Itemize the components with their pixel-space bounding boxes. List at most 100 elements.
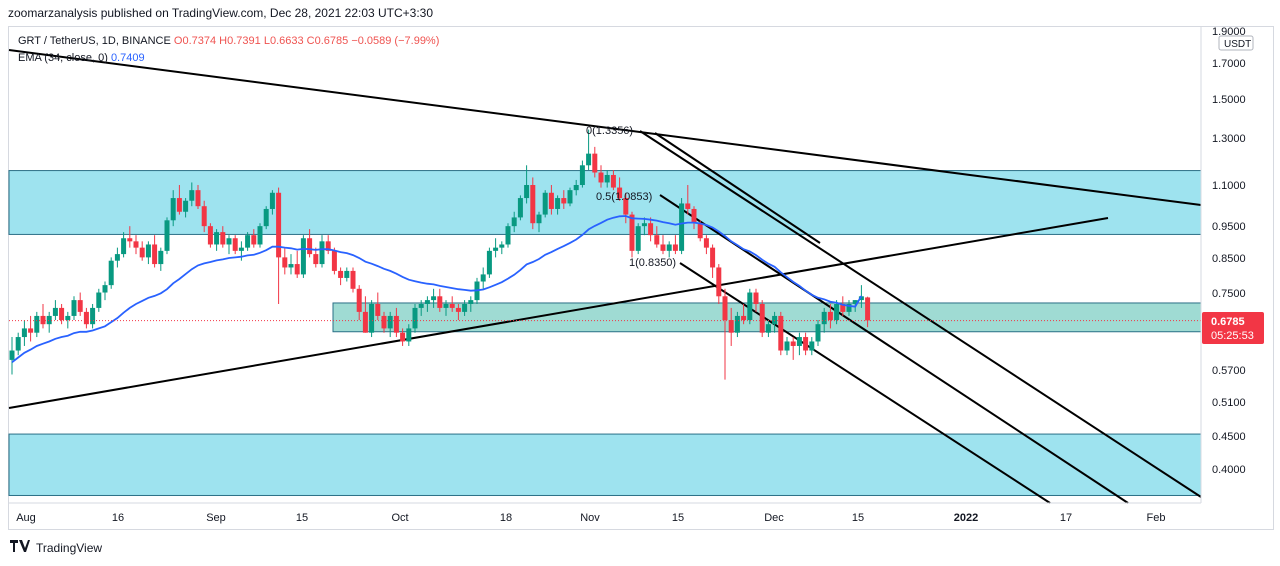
candle-body	[393, 315, 399, 333]
price-tick: 1.5000	[1212, 94, 1246, 106]
candle-body	[654, 235, 660, 245]
candle	[728, 307, 734, 346]
trendline-0	[8, 49, 1202, 206]
candle-body	[499, 244, 505, 248]
candle	[666, 241, 672, 258]
candle	[747, 288, 753, 325]
candle-body	[691, 208, 697, 224]
candle-body	[722, 296, 728, 321]
time-tick: Dec	[764, 512, 784, 524]
candle-body	[158, 250, 164, 265]
candle	[641, 217, 647, 236]
time-tick: 15	[296, 512, 308, 524]
candle	[40, 303, 46, 329]
candle	[9, 337, 15, 375]
candle-body	[555, 198, 561, 209]
candle	[71, 296, 77, 321]
ema-label[interactable]: EMA (34, close, 0)	[18, 52, 108, 64]
candle	[313, 247, 319, 268]
candle-body	[9, 350, 15, 360]
candle-body	[28, 328, 34, 333]
chart-pane[interactable]	[8, 26, 1274, 530]
candle	[350, 267, 356, 293]
candle-body	[821, 311, 827, 325]
candle-body	[40, 315, 46, 325]
trendline-1	[8, 217, 1109, 409]
currency-label: USDT	[1224, 39, 1251, 50]
candle-body	[424, 300, 430, 304]
candle	[815, 320, 821, 346]
candle-body	[331, 250, 337, 271]
candle-body	[728, 320, 734, 333]
candle	[468, 296, 474, 312]
footer: TradingView	[10, 540, 102, 555]
candle	[121, 232, 127, 258]
candle-body	[759, 303, 765, 333]
candle-body	[586, 153, 592, 166]
candle-body	[672, 244, 678, 251]
time-tick: 18	[500, 512, 512, 524]
candle-body	[369, 303, 375, 333]
candle-body	[734, 315, 740, 333]
candle-body	[548, 192, 554, 209]
candle-body	[232, 238, 238, 251]
candle-body	[536, 214, 542, 224]
ema-series	[9, 215, 1201, 364]
ema-legend[interactable]: EMA (34, close, 0) 0.7409	[18, 52, 145, 64]
candle-body	[127, 238, 133, 242]
candle	[96, 288, 102, 312]
candle-body	[865, 297, 871, 321]
candle-body	[455, 307, 461, 312]
candle	[790, 337, 796, 360]
candle-body	[431, 296, 437, 301]
candle	[412, 303, 418, 333]
candle	[325, 235, 331, 255]
symbol-legend[interactable]: GRT / TetherUS, 1D, BINANCE O0.7374 H0.7…	[18, 35, 439, 47]
candle-body	[747, 292, 753, 321]
price-tick: 0.9500	[1212, 221, 1246, 233]
trendlines	[8, 49, 1202, 504]
candle	[493, 238, 499, 258]
candle	[393, 307, 399, 338]
candle-body	[648, 223, 654, 236]
candle-body	[245, 235, 251, 248]
candle-body	[480, 274, 486, 282]
candle	[635, 223, 641, 255]
candle-body	[238, 247, 244, 251]
fib-labels: 0(1.3356) 0.5(1.0853) 1(0.8350)	[586, 125, 676, 269]
candle	[716, 264, 722, 304]
candle-body	[635, 226, 641, 251]
candle-body	[834, 303, 840, 321]
candle	[369, 300, 375, 338]
candle-body	[288, 264, 294, 268]
candle	[759, 300, 765, 338]
candle-body	[381, 315, 387, 329]
candle	[431, 288, 437, 308]
candle-body	[412, 307, 418, 329]
candle	[59, 303, 65, 325]
candle-body	[852, 300, 858, 304]
bar-countdown: 05:25:53	[1211, 330, 1254, 342]
candle	[610, 170, 616, 191]
candle-body	[71, 300, 77, 316]
candle	[220, 226, 226, 248]
candle-body	[201, 206, 207, 227]
candle	[499, 241, 505, 255]
symbol-name[interactable]: GRT / TetherUS, 1D, BINANCE	[18, 35, 171, 47]
candle	[443, 300, 449, 316]
candle-body	[300, 238, 306, 275]
candle	[307, 229, 313, 258]
tradingview-logo-icon	[10, 540, 30, 555]
candle-body	[350, 270, 356, 289]
candle-body	[83, 311, 89, 325]
candle	[821, 307, 827, 333]
candle	[846, 300, 852, 316]
candle-body	[660, 244, 666, 251]
candle	[679, 198, 685, 255]
last-price-tag	[1202, 312, 1264, 344]
candle	[617, 177, 623, 201]
candle-body	[164, 220, 170, 251]
candle	[604, 170, 610, 188]
candle-body	[133, 241, 139, 248]
